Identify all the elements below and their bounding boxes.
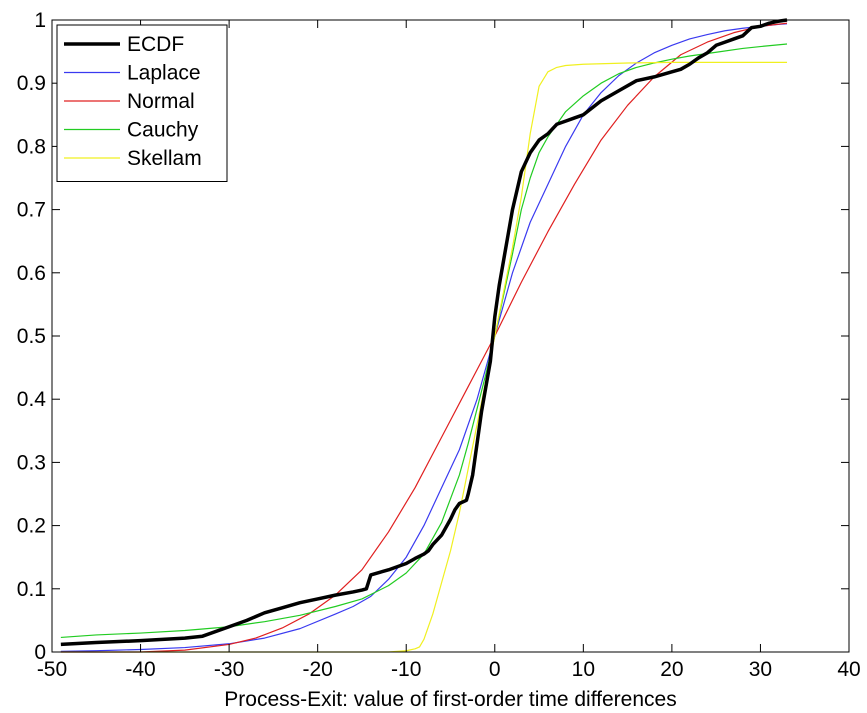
x-tick-label: 0 (489, 658, 501, 681)
y-tick-label: 0.3 (17, 451, 46, 474)
x-tick-label: -10 (391, 658, 421, 681)
y-tick-label: 0 (34, 641, 46, 664)
y-tick-label: 0.7 (17, 199, 46, 222)
series-line-ecdf (60, 18, 788, 647)
y-tick-label: 0.8 (17, 135, 46, 158)
legend: ECDF Laplace Normal Cauchy Skellam (56, 24, 228, 182)
x-tick-label: -40 (125, 658, 155, 681)
x-tick-label: 40 (837, 658, 860, 681)
x-tick-label: -50 (37, 658, 67, 681)
legend-label-normal: Normal (127, 90, 195, 113)
x-axis-title: Process-Exit: value of first-order time … (224, 688, 676, 711)
legend-label-laplace: Laplace (127, 62, 201, 85)
x-tick-label: 20 (660, 658, 683, 681)
legend-label-ecdf: ECDF (127, 33, 184, 56)
x-tick-label: -30 (214, 658, 244, 681)
series-line-normal (60, 22, 788, 653)
y-axis: 0 0.1 0.2 0.3 0.4 0.5 0.6 0.7 0.8 0.9 1 (17, 9, 849, 664)
x-tick-label: 30 (749, 658, 772, 681)
y-tick-label: 0.1 (17, 578, 46, 601)
y-tick-label: 0.6 (17, 262, 46, 285)
y-tick-label: 0.9 (17, 72, 46, 95)
series-line-laplace (60, 23, 788, 652)
x-tick-label: 10 (572, 658, 595, 681)
x-tick-label: -20 (302, 658, 332, 681)
x-axis: -50 -40 -30 -20 -10 0 10 20 30 40 (37, 20, 861, 681)
legend-label-cauchy: Cauchy (127, 119, 199, 142)
y-tick-label: 0.2 (17, 515, 46, 538)
legend-box (56, 24, 228, 182)
plot-lines (60, 18, 788, 653)
y-tick-label: 0.4 (17, 388, 47, 411)
legend-label-skellam: Skellam (127, 147, 202, 170)
y-tick-label: 0.5 (17, 325, 46, 348)
y-tick-label: 1 (34, 9, 46, 32)
